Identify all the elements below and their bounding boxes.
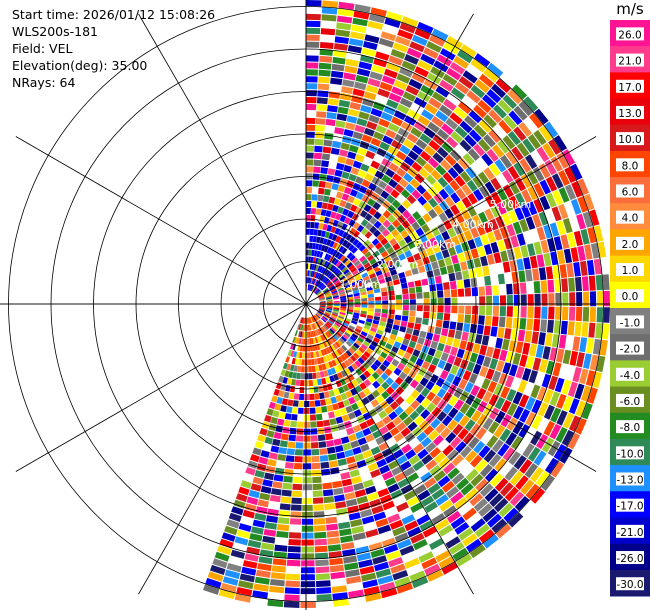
azimuth-spoke-240 [15,303,307,472]
azimuth-spoke-330 [138,13,307,305]
colorbar-tick-6: 6.0 [622,186,639,198]
start-time-label: Start time: 2026/01/12 15:08:26 [12,7,216,22]
colorbar-tick-16: -10.0 [616,448,643,460]
colorbar-tick-bg-17 [616,472,644,486]
nrays-label: NRays: 64 [12,75,76,90]
colorbar-tick-10: 0.0 [622,291,639,303]
colorbar-tick-3: 13.0 [618,108,641,120]
colorbar-tick-bg-11 [616,315,644,329]
colorbar-tick-bg-5 [616,158,644,172]
colorbar-tick-0: 26.0 [618,29,641,41]
azimuth-spoke-60 [305,136,597,305]
colorbar-tick-bg-13 [616,367,644,381]
colorbar-tick-2: 17.0 [618,82,641,94]
colorbar-tick-1: 21.0 [618,56,641,68]
scan-info: Start time: 2026/01/12 15:08:26 WLS200s-… [12,6,215,91]
ring-label-1: 1.00km [340,278,382,291]
colorbar-tick-13: -4.0 [620,370,641,382]
field-label: Field: VEL [12,41,73,56]
colorbar-unit: m/s [616,0,644,18]
azimuth-spoke-150 [305,303,474,595]
colorbar-tick-12: -2.0 [620,344,641,356]
ring-label-3: 3.00km [415,238,457,251]
colorbar-tick-bg-9 [616,263,644,277]
colorbar-tick-9: 1.0 [622,265,639,277]
ring-label-5: 5.00km [490,198,532,211]
colorbar-tick-15: -8.0 [620,422,641,434]
velocity-cells [235,13,596,559]
colorbar-tick-18: -17.0 [616,501,643,513]
colorbar-tick-20: -26.0 [616,553,643,565]
colorbar-tick-bg-10 [616,289,644,303]
velocity-sector [203,0,610,609]
colorbar-tick-21: -30.0 [616,579,643,591]
colorbar-tick-7: 4.0 [622,213,639,225]
colorbar-tick-bg-14 [616,393,644,407]
colorbar-tick-bg-4 [616,132,644,146]
ring-label-4: 4.00km [452,218,494,231]
colorbar-tick-bg-16 [616,446,644,460]
colorbar-tick-bg-6 [616,184,644,198]
ring-labels: 1.00km 2.00km 3.00km 4.00km 5.00km [340,198,532,291]
velocity-cells [220,31,599,603]
colorbar-tick-17: -13.0 [616,474,643,486]
ring-label-2: 2.00km [377,258,419,271]
colorbar-tick-bg-18 [616,498,644,512]
colorbar: 26.0 21.0 17.0 13.0 10.0 8.0 6.0 4.0 2.0 1.0 0.0 -1… [610,20,650,597]
colorbar-tick-bg-7 [616,210,644,224]
azimuth-spoke-120 [305,303,597,472]
azimuth-spoke-210 [138,303,307,595]
colorbar-tick-bg-8 [616,236,644,250]
colorbar-tick-bg-12 [616,341,644,355]
colorbar-tick-bg-0 [616,27,644,41]
colorbar-tick-5: 8.0 [622,160,639,172]
colorbar-tick-14: -6.0 [620,396,641,408]
colorbar-tick-bg-15 [616,420,644,434]
colorbar-tick-4: 10.0 [618,134,641,146]
colorbar-tick-bg-20 [616,551,644,565]
colorbar-tick-8: 2.0 [622,239,639,251]
colorbar-tick-bg-2 [616,79,644,93]
instrument-label: WLS200s-181 [12,24,98,39]
colorbar-tick-bg-21 [616,577,644,591]
azimuth-spoke-300 [15,136,307,305]
colorbar-tick-19: -21.0 [616,527,643,539]
elevation-label: Elevation(deg): 35.00 [12,58,148,73]
colorbar-tick-11: -1.0 [620,317,641,329]
velocity-cells [224,14,606,590]
azimuth-spoke-30 [305,13,474,305]
colorbar-tick-bg-3 [616,105,644,119]
colorbar-tick-bg-19 [616,524,644,538]
colorbar-tick-bg-1 [616,53,644,67]
